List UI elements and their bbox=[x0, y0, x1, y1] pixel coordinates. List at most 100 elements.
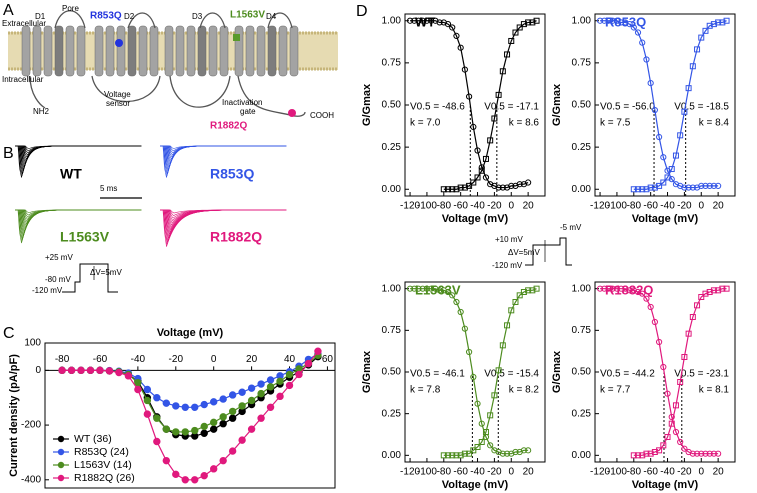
x-tick-label: -40 bbox=[131, 354, 146, 365]
marker bbox=[162, 425, 171, 433]
label: sensor bbox=[106, 99, 130, 108]
x-tick-label: 20 bbox=[523, 467, 535, 478]
marker bbox=[651, 318, 658, 326]
marker bbox=[415, 285, 422, 292]
current-trace bbox=[160, 209, 287, 247]
annotation: V0.5 = -56.0 bbox=[600, 102, 655, 113]
y-tick-label: 0.50 bbox=[572, 100, 592, 111]
marker bbox=[228, 414, 237, 422]
marker bbox=[181, 476, 189, 484]
marker bbox=[470, 373, 477, 381]
plot-frame bbox=[44, 342, 336, 489]
marker bbox=[508, 37, 515, 44]
marker bbox=[436, 19, 443, 26]
marker bbox=[635, 452, 642, 459]
marker bbox=[499, 68, 506, 75]
marker bbox=[525, 179, 532, 186]
annotation: k = 7.5 bbox=[600, 118, 631, 129]
marker bbox=[461, 184, 468, 191]
marker bbox=[411, 285, 418, 292]
marker bbox=[689, 63, 696, 70]
marker bbox=[209, 465, 218, 473]
channel-diagram: Extracellular Intracellular D1 D2 D3 D4 … bbox=[2, 4, 338, 132]
x-tick-label: -40 bbox=[470, 467, 485, 478]
marker bbox=[504, 51, 511, 58]
marker bbox=[181, 403, 189, 411]
annotation: V0.5 = -44.2 bbox=[600, 369, 655, 380]
current-trace bbox=[160, 209, 285, 229]
marker bbox=[672, 428, 680, 436]
marker bbox=[664, 174, 671, 181]
x-tick-label: 0 bbox=[211, 354, 217, 365]
trace-label: WT bbox=[60, 166, 82, 182]
marker bbox=[466, 450, 473, 457]
y-tick-label: 1.00 bbox=[382, 15, 402, 26]
marker bbox=[228, 391, 237, 399]
marker bbox=[124, 372, 133, 380]
marker bbox=[491, 392, 498, 399]
marker bbox=[191, 403, 199, 411]
legend-label: WT (36) bbox=[74, 433, 112, 445]
marker bbox=[512, 299, 519, 305]
marker bbox=[134, 378, 142, 387]
current-trace bbox=[15, 145, 142, 178]
x-tick-label: 0 bbox=[698, 201, 704, 212]
marker bbox=[660, 363, 667, 371]
annotation: k = 8.6 bbox=[509, 118, 540, 129]
marker bbox=[630, 186, 637, 193]
x-tick-label: -20 bbox=[487, 201, 502, 212]
marker bbox=[257, 414, 265, 422]
helix bbox=[256, 25, 266, 77]
y-tick-label: 0.75 bbox=[572, 58, 592, 69]
marker bbox=[115, 368, 123, 377]
marker bbox=[525, 19, 532, 26]
marker bbox=[181, 428, 189, 436]
helix bbox=[289, 25, 299, 77]
marker bbox=[219, 420, 227, 428]
marker bbox=[162, 456, 171, 465]
label: D3 bbox=[192, 12, 203, 21]
marker bbox=[660, 179, 667, 186]
helix bbox=[94, 25, 104, 77]
helices bbox=[21, 25, 299, 77]
marker bbox=[172, 470, 180, 479]
marker bbox=[529, 19, 536, 26]
marker bbox=[457, 452, 464, 459]
y-tick-label: 0.25 bbox=[382, 142, 402, 153]
helix bbox=[21, 25, 31, 77]
marker bbox=[647, 79, 654, 87]
marker bbox=[453, 298, 460, 306]
mutation-site bbox=[233, 34, 240, 41]
y-tick-label: 1.00 bbox=[572, 283, 592, 294]
x-tick-label: -100 bbox=[417, 201, 437, 212]
helix bbox=[116, 25, 126, 77]
y-tick-label: 0.00 bbox=[382, 184, 402, 195]
marker bbox=[461, 450, 468, 457]
marker bbox=[470, 447, 477, 454]
marker bbox=[219, 395, 227, 403]
marker bbox=[153, 394, 161, 402]
marker bbox=[525, 287, 532, 294]
marker bbox=[609, 285, 616, 292]
y-tick-label: 0.00 bbox=[572, 184, 592, 195]
x-tick-label: -60 bbox=[453, 201, 468, 212]
y-tick-label: 0.75 bbox=[382, 58, 402, 69]
marker bbox=[470, 123, 477, 131]
label: Inactivation bbox=[222, 98, 262, 107]
marker bbox=[715, 287, 722, 294]
protocol-label: -80 mV bbox=[45, 275, 71, 284]
scale-bar-label: 5 ms bbox=[100, 184, 117, 193]
current-trace bbox=[160, 145, 287, 178]
label: D2 bbox=[124, 12, 135, 21]
marker bbox=[247, 425, 256, 433]
marker bbox=[428, 285, 435, 292]
label: D1 bbox=[35, 12, 46, 21]
marker bbox=[508, 307, 515, 314]
annotation: V0.5 = -23.1 bbox=[674, 369, 729, 380]
x-tick-label: -100 bbox=[417, 467, 437, 478]
marker bbox=[449, 186, 456, 193]
marker bbox=[618, 285, 625, 292]
marker bbox=[449, 452, 456, 459]
marker bbox=[491, 115, 498, 122]
marker bbox=[698, 182, 705, 189]
